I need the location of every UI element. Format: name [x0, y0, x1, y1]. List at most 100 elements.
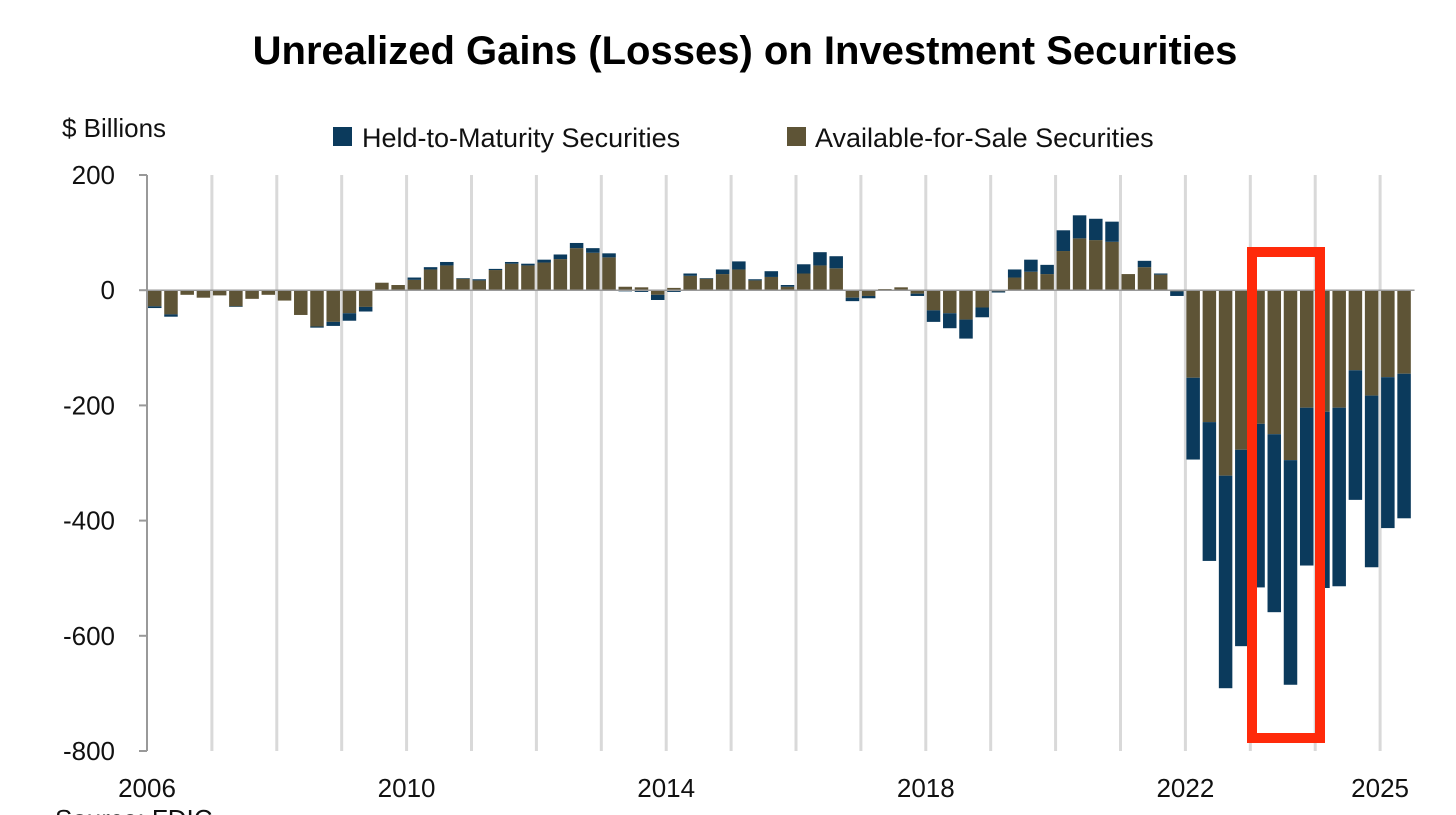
bar-afs — [229, 290, 243, 307]
y-tick-label: -200 — [63, 390, 115, 420]
bar-htm — [586, 248, 600, 253]
bar-htm — [164, 314, 178, 317]
bar-afs — [1202, 290, 1217, 423]
bar-afs — [1218, 290, 1233, 476]
bar-htm — [1024, 259, 1038, 272]
legend-label-htm: Held-to-Maturity Securities — [362, 123, 680, 153]
bar-afs — [1056, 251, 1071, 291]
bar-htm — [229, 306, 243, 307]
bar-afs — [926, 290, 941, 311]
bar-afs — [1267, 290, 1282, 435]
bar-afs — [196, 290, 211, 298]
bar-htm — [1072, 215, 1087, 239]
bar-afs — [780, 286, 795, 291]
bar-afs — [1397, 290, 1411, 374]
bar-afs — [1089, 240, 1103, 291]
bar-htm — [1218, 475, 1233, 689]
source-note: Source: FDIC — [55, 804, 213, 815]
bar-afs — [683, 275, 697, 291]
bar-htm — [683, 273, 697, 276]
y-tick-label: -400 — [63, 506, 115, 536]
bar-afs — [586, 252, 600, 291]
bar-htm — [310, 326, 324, 328]
bar-htm — [764, 271, 779, 277]
bar-afs — [1235, 290, 1249, 450]
bar-htm — [1348, 370, 1363, 500]
bar-htm — [910, 293, 925, 296]
bar-afs — [1153, 274, 1168, 291]
bar-htm — [748, 279, 762, 281]
bar-htm — [358, 306, 373, 312]
bar-afs — [521, 265, 535, 291]
bar-afs — [1364, 290, 1379, 396]
bar-htm — [975, 307, 989, 318]
bar-htm — [456, 278, 470, 279]
bar-htm — [342, 313, 357, 321]
bar-afs — [1137, 267, 1152, 291]
bar-afs — [326, 290, 340, 322]
bar-afs — [1332, 290, 1346, 408]
bar-afs — [375, 282, 389, 291]
bar-afs — [602, 257, 616, 291]
bar-afs — [894, 287, 908, 291]
bar-htm — [440, 261, 454, 266]
bar-htm — [634, 290, 649, 292]
bar-afs — [861, 290, 876, 296]
bar-htm — [1137, 260, 1152, 268]
bar-htm — [1397, 373, 1411, 519]
bar-afs — [504, 263, 519, 291]
bar-afs — [634, 287, 649, 291]
bar-afs — [407, 279, 422, 291]
bar-afs — [732, 269, 746, 291]
bar-htm — [715, 269, 730, 275]
bar-afs — [829, 268, 843, 291]
bar-htm — [1267, 434, 1282, 613]
bar-htm — [667, 290, 681, 292]
legend-swatch-afs — [787, 127, 806, 146]
bar-htm — [991, 291, 1006, 293]
bar-afs — [212, 290, 227, 296]
bar-htm — [861, 295, 876, 299]
bar-htm — [1153, 273, 1168, 275]
legend: Held-to-Maturity Securities Available-fo… — [333, 123, 1154, 153]
bar-htm — [521, 263, 535, 266]
bar-afs — [391, 285, 405, 291]
bar-afs — [764, 276, 779, 291]
x-tick-labels: 2006 2010 2014 2018 2022 2025 — [118, 773, 1409, 803]
bar-afs — [1024, 271, 1038, 291]
bar-htm — [732, 261, 746, 270]
bar-afs — [1105, 241, 1119, 291]
bar-afs — [715, 274, 730, 291]
bar-htm — [926, 310, 941, 322]
bar-afs — [245, 290, 259, 299]
bar-afs — [1072, 238, 1087, 291]
bar-afs — [440, 265, 454, 291]
bar-htm — [148, 306, 162, 309]
bars — [148, 215, 1411, 689]
bar-htm — [943, 313, 957, 329]
bar-htm — [1186, 377, 1200, 460]
bar-afs — [456, 278, 470, 291]
bar-afs — [553, 259, 568, 291]
bar-htm — [1202, 422, 1217, 561]
bar-htm — [553, 254, 568, 260]
bar-htm — [537, 259, 551, 263]
bar-htm — [780, 285, 795, 287]
y-tick-label: -800 — [63, 736, 115, 766]
bar-afs — [310, 290, 324, 327]
bar-afs — [813, 265, 827, 291]
y-tick-label: 0 — [101, 275, 115, 305]
bar-afs — [618, 286, 633, 291]
bar-htm — [797, 264, 811, 274]
bar-afs — [650, 290, 665, 295]
legend-swatch-htm — [333, 127, 352, 146]
chart-title: Unrealized Gains (Losses) on Investment … — [253, 29, 1238, 73]
bar-afs — [148, 290, 162, 307]
bar-afs — [1283, 290, 1298, 461]
bar-afs — [1381, 290, 1395, 378]
x-tick-label: 2010 — [378, 773, 436, 803]
bar-htm — [650, 294, 665, 300]
bar-afs — [342, 290, 357, 314]
bar-afs — [1007, 277, 1022, 291]
bar-htm — [1089, 218, 1103, 241]
